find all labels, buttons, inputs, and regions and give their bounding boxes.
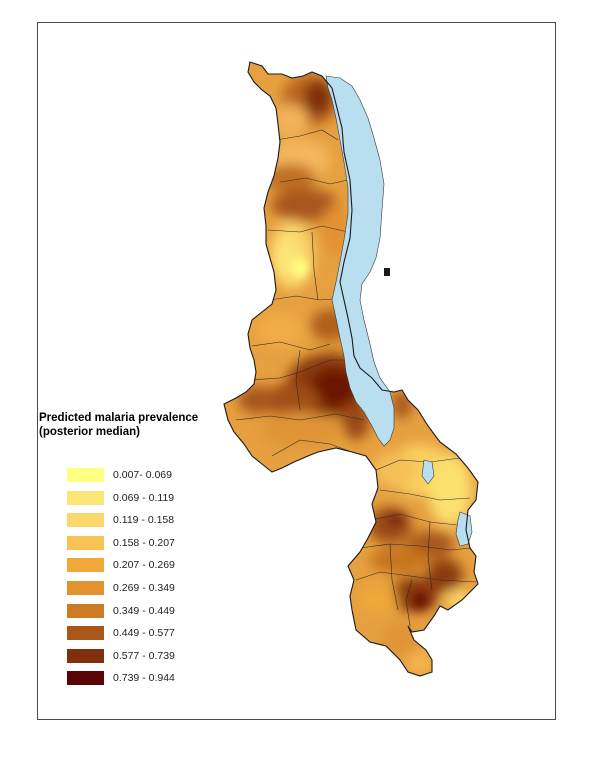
country-border [223, 61, 479, 677]
legend-swatch [67, 490, 104, 505]
lake-malawi [325, 75, 395, 447]
lake-malombe [421, 459, 435, 485]
legend-label: 0.069 - 0.119 [113, 491, 175, 504]
legend-swatch [67, 648, 104, 663]
legend-label: 0.739 - 0.944 [113, 672, 175, 685]
legend-title: Predicted malaria prevalence (posterior … [39, 411, 198, 439]
legend-label: 0.449 - 0.577 [113, 627, 175, 640]
legend-swatch [67, 580, 104, 595]
legend-swatch [67, 671, 104, 686]
legend-swatch [67, 468, 104, 482]
legend-label: 0.269 - 0.349 [113, 581, 175, 594]
likoma-island [384, 268, 390, 276]
legend-title-line1: Predicted malaria prevalence [39, 412, 199, 424]
legend-label: 0.007- 0.069 [113, 469, 172, 481]
legend-label: 0.119 - 0.158 [113, 514, 175, 527]
legend-label: 0.207 - 0.269 [113, 559, 175, 572]
legend-swatch [67, 603, 104, 618]
district-boundaries [235, 129, 477, 627]
legend-label: 0.349 - 0.449 [113, 604, 175, 617]
legend-title-line2: (posterior median) [39, 426, 140, 438]
legend-swatch [67, 535, 104, 550]
legend-swatch [67, 558, 104, 573]
legend-swatch [67, 626, 104, 641]
legend-label: 0.577 - 0.739 [113, 649, 175, 662]
legend-label: 0.158 - 0.207 [113, 536, 175, 549]
legend-swatch [67, 513, 104, 528]
